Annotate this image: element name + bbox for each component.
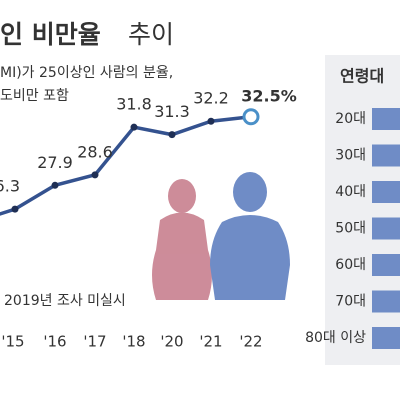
x-tick-label: '21 [199, 333, 222, 351]
panel-category: 50대 [335, 221, 366, 237]
data-label: 27.9 [37, 153, 73, 172]
point [51, 181, 59, 189]
x-tick-label: '15 [1, 333, 24, 351]
subtitle: MI)가 25이상인 사람의 분율, [0, 65, 173, 81]
panel-category: 70대 [335, 294, 366, 310]
data-label: 32.2 [193, 89, 229, 108]
panel-bar [372, 108, 400, 130]
line [0, 115, 252, 216]
woman-silhouette [152, 179, 212, 300]
subtitle: 도비만 포함 [0, 88, 69, 104]
point [168, 131, 176, 139]
point [11, 205, 19, 213]
chart-title: 인 비만율 [0, 20, 101, 49]
data-label: 28.6 [77, 142, 113, 161]
panel-bar [372, 290, 400, 313]
panel-category: 20대 [335, 111, 366, 127]
man-silhouette [210, 172, 290, 300]
panel-category: 30대 [335, 148, 366, 164]
panel-title: 연령대 [340, 67, 384, 86]
x-tick-label: '16 [43, 333, 66, 351]
panel-bar [372, 217, 400, 240]
x-tick-label: '18 [122, 333, 145, 351]
panel-bar [372, 144, 400, 167]
data-label: 31.8 [116, 95, 152, 114]
point [207, 117, 215, 125]
x-tick-label: '17 [83, 333, 106, 351]
panel-category: 40대 [335, 184, 366, 200]
data-label: 26.3 [0, 177, 20, 196]
panel-background [325, 55, 400, 365]
panel-bar [372, 181, 400, 203]
x-tick-label: '20 [160, 333, 183, 351]
panel-category: 80대 이상 [305, 330, 366, 346]
point [91, 171, 99, 179]
x-tick-label: '22 [239, 333, 262, 351]
point [130, 123, 138, 131]
panel-category: 60대 [335, 257, 366, 273]
panel-bar [372, 327, 400, 349]
data-label: 31.3 [154, 102, 190, 121]
panel-bar [372, 254, 400, 276]
annotation: 2019년 조사 미실시 [4, 293, 126, 309]
point [242, 108, 260, 126]
data-label: 32.5% [241, 86, 297, 105]
chart-title-suffix: 추이 [128, 20, 174, 49]
